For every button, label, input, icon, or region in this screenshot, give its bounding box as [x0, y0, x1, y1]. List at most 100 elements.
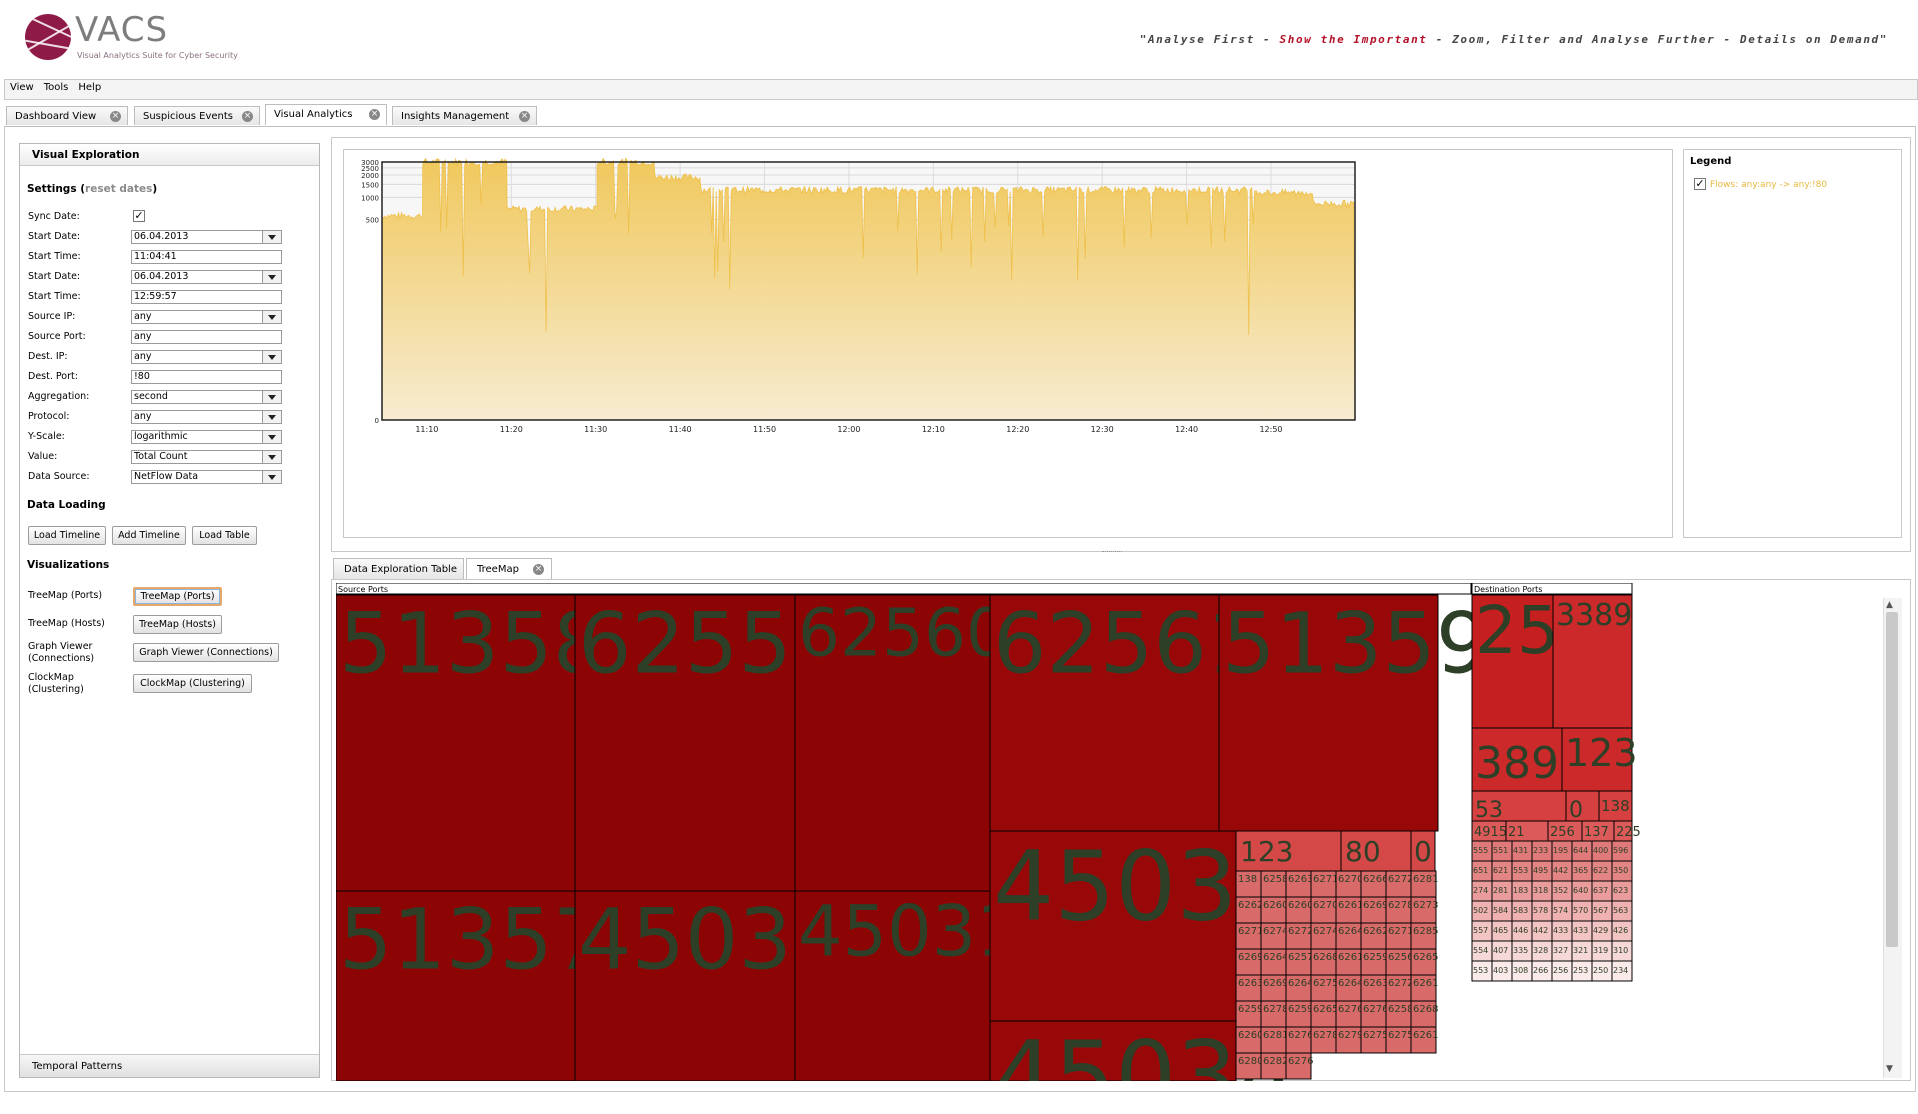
treemap-view[interactable]: Source Ports Destination Ports51358625596…	[336, 583, 1884, 1081]
treemap-hosts-button[interactable]: TreeMap (Hosts)	[133, 615, 222, 634]
source-port-small-cell[interactable]	[1335, 974, 1362, 1002]
source-port-cell[interactable]	[336, 594, 576, 892]
field-select[interactable]: any	[131, 350, 282, 364]
menu-tools[interactable]: Tools	[43, 82, 69, 93]
dest-port-cell[interactable]	[1471, 594, 1554, 729]
source-port-small-cell[interactable]	[1235, 1052, 1262, 1080]
source-port-cell[interactable]	[1340, 830, 1412, 872]
source-port-small-cell[interactable]	[1410, 1026, 1437, 1054]
tab-dashboard-view[interactable]: Dashboard View ×	[6, 106, 128, 125]
source-port-small-cell[interactable]	[1410, 870, 1437, 898]
source-port-small-cell[interactable]	[1260, 1052, 1287, 1080]
source-port-cell[interactable]	[989, 1020, 1237, 1081]
source-port-small-cell[interactable]	[1410, 1000, 1437, 1028]
source-port-cell[interactable]	[989, 594, 1220, 832]
chevron-down-icon[interactable]	[262, 351, 281, 363]
add-timeline-button[interactable]: Add Timeline	[112, 526, 186, 545]
chevron-down-icon[interactable]	[262, 271, 281, 283]
source-port-small-cell[interactable]	[1285, 1000, 1312, 1028]
tab-visual-analytics[interactable]: Visual Analytics ×	[265, 104, 387, 125]
field-input[interactable]: 12:59:57	[131, 290, 282, 304]
scroll-up-icon[interactable]: ▲	[1886, 600, 1893, 610]
field-input[interactable]: !80	[131, 370, 282, 384]
chevron-down-icon[interactable]	[262, 391, 281, 403]
field-select[interactable]: any	[131, 410, 282, 424]
sync-date-checkbox[interactable]: ✓	[133, 209, 145, 222]
source-port-small-cell[interactable]	[1385, 896, 1412, 924]
field-select[interactable]: NetFlow Data	[131, 470, 282, 484]
source-port-cell[interactable]	[1410, 830, 1436, 872]
chevron-down-icon[interactable]	[262, 451, 281, 463]
dest-port-cell[interactable]	[1598, 790, 1633, 822]
source-port-small-cell[interactable]	[1410, 974, 1437, 1002]
chevron-down-icon[interactable]	[262, 431, 281, 443]
source-port-small-cell[interactable]	[1410, 948, 1437, 976]
load-timeline-button[interactable]: Load Timeline	[28, 526, 106, 545]
source-port-cell[interactable]	[989, 830, 1237, 1022]
dest-port-cell[interactable]	[1561, 727, 1633, 792]
tab-treemap[interactable]: TreeMap ×	[466, 558, 552, 579]
reset-dates-link[interactable]: reset dates	[85, 183, 153, 195]
source-port-cell[interactable]	[336, 890, 576, 1081]
source-port-small-cell[interactable]	[1260, 870, 1287, 898]
menu-help[interactable]: Help	[78, 82, 102, 93]
temporal-patterns-panel[interactable]: Temporal Patterns	[20, 1054, 319, 1077]
source-port-small-cell[interactable]	[1335, 896, 1362, 924]
source-port-small-cell[interactable]	[1310, 1000, 1337, 1028]
source-port-small-cell[interactable]	[1235, 948, 1262, 976]
source-ports-header[interactable]	[336, 583, 1472, 595]
dest-port-small-cell[interactable]	[1611, 960, 1633, 982]
scrollbar-thumb[interactable]	[1886, 612, 1898, 947]
source-port-small-cell[interactable]	[1360, 896, 1387, 924]
source-port-cell[interactable]	[1218, 594, 1439, 832]
source-port-small-cell[interactable]	[1235, 896, 1262, 924]
source-port-small-cell[interactable]	[1285, 974, 1312, 1002]
source-port-small-cell[interactable]	[1235, 974, 1262, 1002]
field-select[interactable]: 06.04.2013	[131, 230, 282, 244]
field-input[interactable]: 11:04:41	[131, 250, 282, 264]
source-port-cell[interactable]	[574, 594, 796, 892]
source-port-small-cell[interactable]	[1235, 870, 1262, 898]
source-port-small-cell[interactable]	[1285, 948, 1312, 976]
load-table-button[interactable]: Load Table	[192, 526, 257, 545]
source-port-cell[interactable]	[794, 890, 991, 1081]
legend-checkbox[interactable]: ✓	[1694, 177, 1706, 190]
tab-data-exploration-table[interactable]: Data Exploration Table	[333, 558, 464, 579]
close-icon[interactable]: ×	[242, 111, 253, 122]
source-port-small-cell[interactable]	[1310, 922, 1337, 950]
field-input[interactable]: any	[131, 330, 282, 344]
source-port-small-cell[interactable]	[1385, 870, 1412, 898]
chevron-down-icon[interactable]	[262, 411, 281, 423]
chevron-down-icon[interactable]	[262, 471, 281, 483]
scroll-down-icon[interactable]: ▼	[1886, 1064, 1893, 1074]
dest-port-cell[interactable]	[1471, 727, 1563, 792]
source-port-small-cell[interactable]	[1360, 1000, 1387, 1028]
source-port-small-cell[interactable]	[1260, 896, 1287, 924]
source-port-small-cell[interactable]	[1385, 922, 1412, 950]
graph-viewer-button[interactable]: Graph Viewer (Connections)	[133, 643, 279, 662]
close-icon[interactable]: ×	[533, 564, 544, 575]
source-port-cell[interactable]	[1235, 830, 1342, 872]
tab-suspicious-events[interactable]: Suspicious Events ×	[134, 106, 260, 125]
source-port-small-cell[interactable]	[1360, 1026, 1387, 1054]
dest-ports-header[interactable]	[1471, 583, 1633, 595]
close-icon[interactable]: ×	[110, 111, 121, 122]
chevron-down-icon[interactable]	[262, 231, 281, 243]
field-select[interactable]: any	[131, 310, 282, 324]
clockmap-button[interactable]: ClockMap (Clustering)	[133, 674, 252, 693]
source-port-small-cell[interactable]	[1335, 870, 1362, 898]
source-port-small-cell[interactable]	[1385, 1026, 1412, 1054]
source-port-small-cell[interactable]	[1260, 1000, 1287, 1028]
source-port-small-cell[interactable]	[1285, 1052, 1312, 1080]
source-port-small-cell[interactable]	[1260, 1026, 1287, 1054]
field-select[interactable]: second	[131, 390, 282, 404]
close-icon[interactable]: ×	[369, 109, 380, 120]
field-select[interactable]: logarithmic	[131, 430, 282, 444]
treemap-ports-button[interactable]: TreeMap (Ports)	[133, 587, 222, 606]
source-port-small-cell[interactable]	[1385, 948, 1412, 976]
chevron-down-icon[interactable]	[262, 311, 281, 323]
source-port-cell[interactable]	[794, 594, 991, 892]
dest-port-cell[interactable]	[1552, 594, 1633, 729]
field-select[interactable]: 06.04.2013	[131, 270, 282, 284]
